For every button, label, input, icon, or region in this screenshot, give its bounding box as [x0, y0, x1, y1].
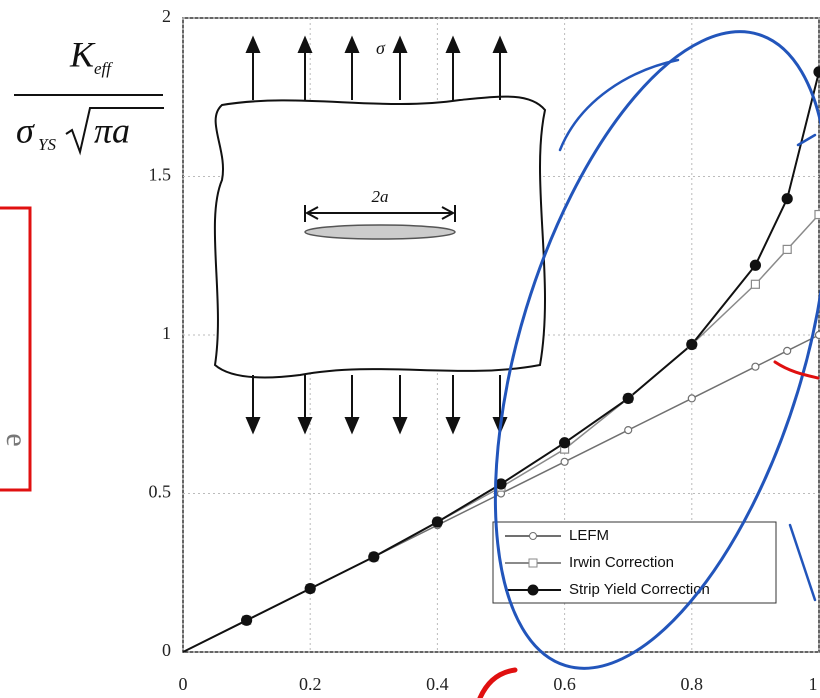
y-label: K eff σ YS πa [14, 34, 164, 154]
legend-marker [528, 585, 538, 595]
legend-marker [530, 533, 537, 540]
marker [369, 552, 379, 562]
marker [242, 615, 252, 625]
y-label-radicand: πa [94, 110, 130, 150]
y-label-denominator: σ [16, 110, 35, 150]
marker [432, 517, 442, 527]
marker [561, 458, 568, 465]
marker [625, 427, 632, 434]
y-tick-label: 0.5 [149, 482, 172, 502]
marker [688, 395, 695, 402]
marker [560, 438, 570, 448]
inset-crack-label: 2a [372, 187, 389, 206]
chart: e K eff σ YS πa 00.511.5200.20.40.60.81 … [0, 0, 820, 698]
x-tick-label: 0.4 [426, 674, 449, 694]
marker [782, 194, 792, 204]
marker [751, 280, 759, 288]
marker [783, 245, 791, 253]
red-stroke [480, 670, 515, 698]
y-label-numerator-sub: eff [94, 59, 113, 78]
page: e K eff σ YS πa 00.511.5200.20.40.60.81 … [0, 0, 820, 698]
side-text: e [0, 433, 33, 446]
marker [305, 584, 315, 594]
marker [750, 260, 760, 270]
crack [305, 225, 455, 239]
marker [623, 393, 633, 403]
y-label-denominator-sub: YS [38, 135, 56, 154]
legend-label: Strip Yield Correction [569, 581, 710, 598]
legend: LEFM Irwin Correction Strip Yield Correcti… [493, 522, 776, 603]
marker [784, 347, 791, 354]
marker [816, 332, 820, 339]
inset-stress-label: σ [376, 38, 386, 58]
legend-label: LEFM [569, 527, 609, 544]
marker [815, 211, 820, 219]
marker [496, 479, 506, 489]
x-tick-label: 0.8 [681, 674, 704, 694]
x-tick-label: 0.6 [553, 674, 576, 694]
legend-label: Irwin Correction [569, 554, 674, 571]
x-tick-label: 1 [809, 674, 818, 694]
y-tick-label: 0 [162, 640, 171, 660]
x-tick-label: 0 [179, 674, 188, 694]
y-label-numerator: K [69, 34, 96, 74]
marker [687, 340, 697, 350]
legend-marker [529, 559, 537, 567]
y-tick-label: 1.5 [149, 165, 172, 185]
marker [814, 67, 820, 77]
x-tick-label: 0.2 [299, 674, 322, 694]
y-tick-label: 1 [162, 323, 171, 343]
annotation-box [0, 208, 30, 490]
marker [752, 363, 759, 370]
y-tick-label: 2 [162, 6, 171, 26]
